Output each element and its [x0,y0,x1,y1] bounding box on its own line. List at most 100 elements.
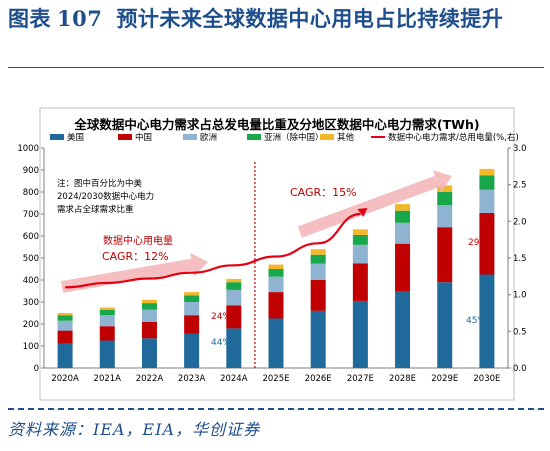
x-tick-label: 2021A [94,374,122,384]
note-line: 需求占全球需求比重 [57,204,134,215]
x-tick-label: 2026E [305,374,332,384]
bar-segment [226,305,242,329]
bar-segment [352,263,368,301]
bar-segment [268,264,284,269]
y-right-tick-label: 3.0 [513,144,527,154]
bar-segment [99,309,115,316]
bar-segment [99,340,115,368]
bar-segment [352,244,368,264]
bar-segment [437,185,453,192]
legend-label: 数据中心电力需求/总用电量(%,右) [388,132,519,143]
bar-segment [310,310,326,368]
bar-segment [395,291,411,368]
x-tick-label: 2028E [389,374,416,384]
pct-2024-us: 44% [211,338,231,348]
bar-segment [479,189,495,213]
x-tick-label: 2027E [347,374,374,384]
y-left-tick-label: 300 [23,298,39,308]
ratio-line-arrowhead [357,208,368,217]
bar-segment [184,295,200,302]
left-cagr-caption: 数据中心用电量 [103,234,173,247]
title-divider [8,67,544,68]
bar-segment [141,309,157,322]
legend: 美国 中国 欧洲 亚洲（除中国） 其他 数据中心电力需求/总用电量(%,右) [50,132,519,143]
bar-segment [310,263,326,280]
legend-swatch [50,134,64,140]
note-line: 2024/2030数据中心电力 [57,191,154,202]
bar-segment [226,282,242,290]
bar-segment [57,313,73,316]
bar-segment [141,303,157,310]
bar-segment [141,338,157,368]
bar-segment [57,343,73,368]
bar-segment [395,210,411,223]
x-tick-label: 2020A [51,374,79,384]
bar-segment [184,302,200,316]
bar-segment [479,168,495,176]
bars [57,168,495,368]
y-left-tick-label: 400 [23,276,39,286]
bar-segment [226,278,242,283]
bar-segment [479,274,495,368]
bar-segment [268,292,284,319]
y-right-tick-label: 1.5 [513,254,527,264]
bar-segment [268,276,284,293]
y-left-tick-label: 100 [23,342,39,352]
bar-segment [57,320,73,331]
bar-segment [310,254,326,264]
figure-number: 107 [57,6,103,31]
y-left-tick-label: 700 [23,210,39,220]
bar-segment [184,315,200,334]
right-cagr-arrow [297,170,452,238]
y-left-tick-label: 500 [23,254,39,264]
y-left-tick-label: 200 [23,320,39,330]
bar-segment [268,269,284,277]
bar-segment [141,299,157,304]
y-right-tick-label: 2.5 [513,181,527,191]
y-right-tick-label: 1.0 [513,291,527,301]
bar-segment [310,280,326,311]
y-left-tick-label: 0 [34,364,39,374]
legend-swatch [118,134,132,140]
pct-2030-china: 29% [468,238,488,248]
bar-segment [57,330,73,344]
source-divider [8,408,544,410]
annotations: 注：图中百分比为中美 2024/2030数据中心电力需求占全球需求比重数据中心用电… [57,178,488,348]
bar-segment [184,333,200,368]
x-tick-label: 2030E [473,374,500,384]
legend-label: 欧洲 [200,132,217,143]
legend-swatch [247,134,261,140]
bar-segment [395,222,411,244]
legend-label: 亚洲（除中国） [264,132,324,143]
left-cagr-value: CAGR：12% [102,250,169,263]
y-right-tick-label: 0.5 [513,327,527,337]
bar-segment [268,318,284,368]
y-right-tick-label: 0.0 [513,364,527,374]
bar-segment [437,192,453,206]
ratio-line-path [65,212,361,289]
x-tick-label: 2024A [220,374,248,384]
x-tick-label: 2022A [136,374,164,384]
right-cagr-value: CAGR：15% [290,186,357,199]
note-line: 注：图中百分比为中美 [57,178,143,189]
bar-segment [352,234,368,245]
bar-segment [226,289,242,306]
legend-label: 其他 [337,132,355,143]
y-left-tick-label: 900 [23,166,39,176]
bar-segment [437,227,453,283]
pct-2030-us: 45% [466,316,486,326]
chart-title: 全球数据中心电力需求占总发电量比重及分地区数据中心电力需求(TWh) [73,117,479,132]
bar-segment [437,205,453,228]
figure-title: 图表 107 预计未来全球数据中心用电占比持续提升 [8,4,544,34]
y-left-tick-label: 600 [23,232,39,242]
legend-swatch [320,134,334,140]
figure-label: 图表 [8,6,51,31]
x-tick-label: 2029E [431,374,458,384]
axes: 0 100 200 300 400 500 600 700 800 900 1000 0.0 0.5 1.… [17,144,526,384]
bar-segment [184,292,200,296]
bar-segment [57,315,73,321]
x-tick-label: 2023A [178,374,206,384]
legend-label: 中国 [135,132,152,143]
figure-title-text: 预计未来全球数据中心用电占比持续提升 [116,6,504,31]
pct-2024-china: 24% [211,312,231,322]
